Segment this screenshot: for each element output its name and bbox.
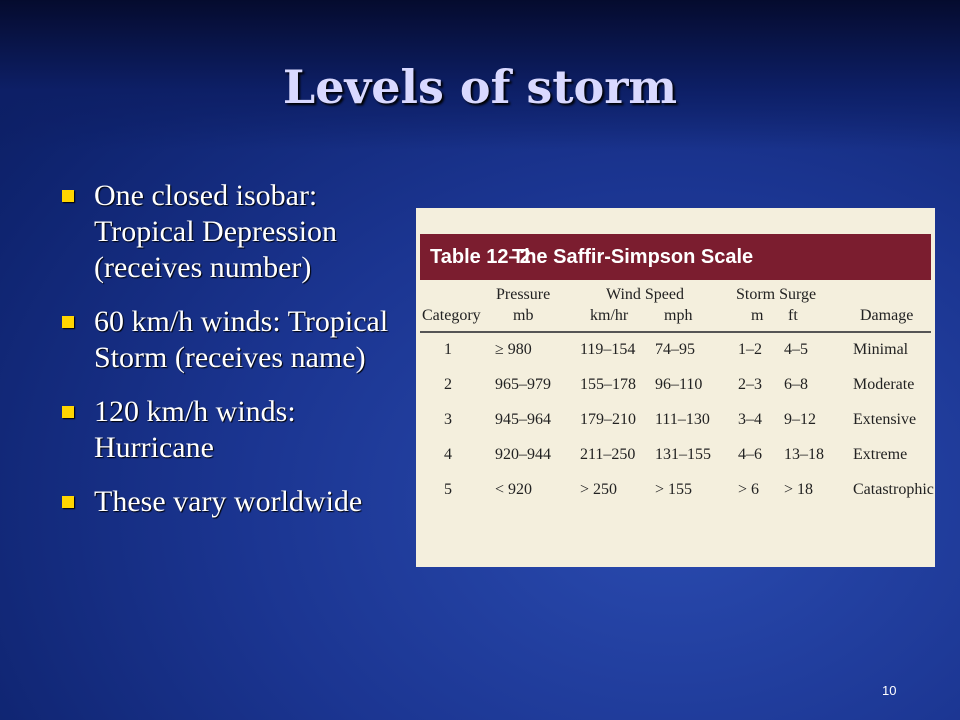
- bullet-text: These vary worldwide: [94, 485, 363, 518]
- surge-m-cell: 2–3: [738, 376, 762, 393]
- category-cell: 1: [444, 341, 452, 358]
- bullet-list: One closed isobar: Tropical Depression (…: [60, 178, 420, 538]
- surge-m-cell: 3–4: [738, 411, 762, 428]
- saffir-simpson-table: Table 12–2 The Saffir-Simpson Scale Pres…: [416, 208, 935, 567]
- column-header-row: Category mb km/hr mph m ft Damage: [420, 307, 931, 333]
- page-number: 10: [882, 683, 897, 698]
- table-body: Pressure Wind Speed Storm Surge Category…: [420, 286, 934, 516]
- damage-cell: Moderate: [853, 376, 915, 393]
- mph-cell: > 155: [655, 481, 693, 498]
- pressure-cell: 945–964: [495, 411, 551, 428]
- kmhr-cell: 119–154: [580, 341, 636, 358]
- storm-surge-group-header: Storm Surge: [736, 286, 817, 303]
- square-bullet-icon: [62, 316, 74, 328]
- damage-header: Damage: [860, 307, 914, 324]
- table-number: Table 12–2: [430, 246, 531, 268]
- table-row: 2 965–979 155–178 96–110 2–3 6–8 Moderat…: [420, 376, 931, 411]
- category-cell: 2: [444, 376, 452, 393]
- table-row: 4 920–944 211–250 131–155 4–6 13–18 Extr…: [420, 446, 931, 481]
- category-cell: 4: [444, 446, 452, 463]
- table-name: The Saffir-Simpson Scale: [512, 246, 754, 268]
- surge-ft-cell: 13–18: [784, 446, 824, 463]
- kmhr-cell: 179–210: [580, 411, 636, 428]
- surge-m-cell: 1–2: [738, 341, 762, 358]
- damage-cell: Extreme: [853, 446, 908, 463]
- surge-ft-cell: > 18: [784, 481, 814, 498]
- surge-ft-cell: 9–12: [784, 411, 816, 428]
- bullet-item: One closed isobar: Tropical Depression (…: [60, 178, 420, 286]
- table-row: 5 < 920 > 250 > 155 > 6 > 18 Catastrophi…: [420, 481, 934, 516]
- square-bullet-icon: [62, 406, 74, 418]
- bullet-text: 60 km/h winds: Tropical Storm (receives …: [94, 305, 389, 374]
- table-row: 3 945–964 179–210 111–130 3–4 9–12 Exten…: [420, 411, 931, 446]
- table-caption: Table 12–2 The Saffir-Simpson Scale: [420, 234, 931, 280]
- mph-cell: 111–130: [655, 411, 710, 428]
- table-row: 1 ≥ 980 119–154 74–95 1–2 4–5 Minimal: [420, 341, 931, 376]
- bullet-item: These vary worldwide: [60, 484, 420, 520]
- pressure-cell: 920–944: [495, 446, 551, 463]
- category-cell: 5: [444, 481, 452, 498]
- pressure-cell: ≥ 980: [495, 341, 532, 358]
- surge-m-cell: 4–6: [738, 446, 762, 463]
- damage-cell: Catastrophic: [853, 481, 934, 498]
- kmhr-header: km/hr: [590, 307, 629, 324]
- bullet-item: 60 km/h winds: Tropical Storm (receives …: [60, 304, 420, 376]
- mph-cell: 74–95: [655, 341, 695, 358]
- mph-cell: 96–110: [655, 376, 703, 393]
- surge-ft-cell: 6–8: [784, 376, 808, 393]
- ft-header: ft: [788, 307, 798, 324]
- surge-m-cell: > 6: [738, 481, 760, 498]
- group-header-row: Pressure Wind Speed Storm Surge: [420, 286, 931, 307]
- mph-header: mph: [664, 307, 693, 324]
- damage-cell: Extensive: [853, 411, 917, 428]
- pressure-cell: < 920: [495, 481, 533, 498]
- title-band: [0, 0, 960, 150]
- category-cell: 3: [444, 411, 452, 428]
- kmhr-cell: 155–178: [580, 376, 636, 393]
- kmhr-cell: 211–250: [580, 446, 636, 463]
- bullet-text: 120 km/h winds: Hurricane: [94, 395, 296, 464]
- square-bullet-icon: [62, 496, 74, 508]
- kmhr-cell: > 250: [580, 481, 618, 498]
- surge-ft-cell: 4–5: [784, 341, 808, 358]
- category-header: Category: [422, 307, 481, 324]
- damage-cell: Minimal: [853, 341, 909, 358]
- bullet-item: 120 km/h winds: Hurricane: [60, 394, 420, 466]
- pressure-group-header: Pressure: [496, 286, 551, 303]
- slide-title: Levels of storm: [282, 60, 678, 114]
- mb-header: mb: [513, 307, 534, 324]
- square-bullet-icon: [62, 190, 74, 202]
- pressure-cell: 965–979: [495, 376, 551, 393]
- m-header: m: [751, 307, 764, 324]
- wind-speed-group-header: Wind Speed: [606, 286, 685, 303]
- mph-cell: 131–155: [655, 446, 711, 463]
- bullet-text: One closed isobar: Tropical Depression (…: [94, 179, 338, 284]
